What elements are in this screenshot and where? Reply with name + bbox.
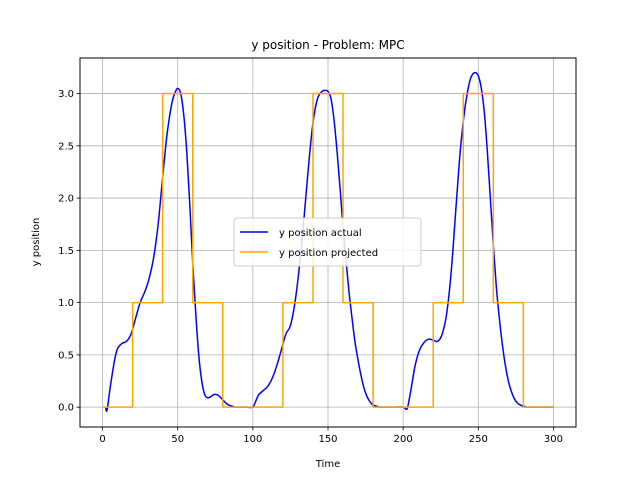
y-tick-label: 0.0: [58, 403, 74, 414]
y-tick-label: 3.0: [58, 89, 74, 100]
y-tick-label: 0.5: [58, 350, 74, 361]
chart-title: y position - Problem: MPC: [251, 38, 404, 52]
legend: y position actual y position projected: [233, 217, 422, 267]
y-position-projected-line: [102, 92, 554, 408]
y-tick-label: 1.5: [58, 246, 74, 257]
x-tick-label: 300: [544, 434, 563, 445]
x-axis-label: Time: [315, 459, 340, 470]
ticks: 0 50 100 150 200 250 300 0.0 0.5 1.0 1.5 2.0 2.5 3.0: [58, 89, 563, 445]
y-position-actual-line: [104, 71, 554, 412]
y-tick-label: 1.0: [58, 298, 74, 309]
series-group: [102, 71, 554, 412]
x-tick-label: 100: [243, 434, 262, 445]
x-tick-label: 250: [469, 434, 488, 445]
legend-entry-projected: y position projected: [279, 248, 378, 259]
x-tick-label: 0: [99, 434, 105, 445]
y-tick-label: 2.0: [58, 194, 74, 205]
y-tick-label: 2.5: [58, 141, 74, 152]
y-axis-label: y position: [31, 218, 42, 267]
x-tick-label: 50: [171, 434, 184, 445]
legend-box: [233, 217, 422, 267]
x-tick-label: 200: [394, 434, 413, 445]
legend-entry-actual: y position actual: [279, 228, 362, 239]
x-tick-label: 150: [318, 434, 337, 445]
